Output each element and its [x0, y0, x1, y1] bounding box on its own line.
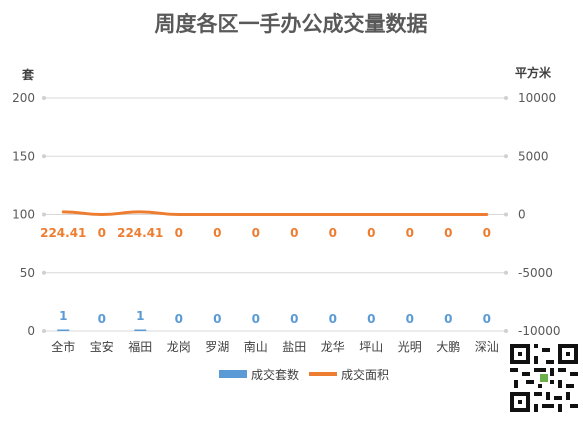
bar-data-label: 0	[483, 312, 491, 326]
chart-title: 周度各区一手办公成交量数据	[155, 12, 428, 36]
category-label: 宝安	[90, 339, 114, 354]
category-label: 南山	[244, 339, 268, 354]
category-label: 深汕	[475, 340, 499, 354]
bar-data-label: 0	[444, 312, 452, 326]
line-data-label: 0	[98, 226, 106, 240]
line-data-label: 0	[367, 226, 375, 240]
category-label: 福田	[128, 339, 152, 354]
line-data-label: 0	[213, 226, 221, 240]
legend-label-area: 成交面积	[341, 367, 389, 382]
category-label: 盐田	[282, 340, 306, 354]
category-label: 光明	[398, 340, 422, 354]
legend-swatch-area	[309, 372, 337, 376]
category-labels: 全市 宝安 福田 龙岗 罗湖 南山 盐田 龙华 坪山 光明 大鹏 深汕	[51, 339, 499, 354]
line-data-labels: 224.41 0 224.41 0 0 0 0 0 0 0 0 0	[40, 226, 491, 240]
gridline-end-dot	[504, 212, 508, 217]
bar-data-label: 0	[367, 312, 375, 326]
legend-swatch-count	[219, 370, 247, 378]
category-label: 全市	[51, 339, 75, 354]
left-tick-label: 150	[12, 149, 35, 163]
line-data-label: 224.41	[117, 226, 163, 240]
gridline-end-dot	[42, 212, 46, 217]
line-data-label: 0	[483, 226, 491, 240]
left-axis-unit: 套	[21, 67, 35, 82]
legend-label-count: 成交套数	[251, 367, 299, 382]
bar-data-label: 0	[213, 312, 221, 326]
left-axis-ticks: 0 50 100 150 200	[12, 91, 35, 338]
category-label: 大鹏	[436, 340, 460, 354]
area-line	[61, 210, 489, 217]
bar-data-label: 0	[290, 312, 298, 326]
gridline-end-dot	[42, 96, 46, 100]
gridline-end-dot	[504, 329, 508, 333]
line-data-label: 0	[329, 226, 337, 240]
line-data-label: 224.41	[40, 226, 86, 240]
gridline-end-dot	[504, 96, 508, 100]
category-label: 罗湖	[205, 339, 229, 354]
right-axis-ticks: -10000 -5000 0 5000 10000	[518, 91, 561, 338]
legend: 成交套数 成交面积	[219, 367, 389, 382]
line-data-label: 0	[406, 226, 414, 240]
left-tick-label: 200	[12, 91, 35, 105]
bar-data-label: 0	[175, 312, 183, 326]
category-label: 龙华	[321, 340, 345, 354]
bar-data-label: 1	[136, 309, 144, 323]
bar	[57, 329, 70, 331]
line-series	[61, 210, 489, 217]
gridline-end-dot	[42, 154, 46, 159]
bar-data-label: 0	[252, 312, 260, 326]
left-tick-label: 0	[27, 324, 35, 338]
right-tick-label: -5000	[518, 266, 553, 280]
qr-code-image	[510, 343, 578, 413]
line-data-label: 0	[444, 226, 452, 240]
category-label: 坪山	[359, 340, 383, 354]
category-label: 龙岗	[167, 340, 191, 354]
bar-data-label: 0	[98, 312, 106, 326]
right-tick-label: 0	[518, 208, 526, 222]
gridline-end-dot	[504, 154, 508, 159]
right-axis-unit: 平方米	[515, 65, 552, 80]
gridline-end-dot	[42, 329, 46, 333]
bar-data-label: 0	[406, 312, 414, 326]
line-data-label: 0	[290, 226, 298, 240]
line-data-label: 0	[175, 226, 183, 240]
left-tick-label: 100	[12, 208, 35, 222]
right-tick-label: -10000	[518, 324, 561, 338]
right-tick-label: 5000	[518, 149, 549, 163]
bar-data-label: 0	[329, 312, 337, 326]
bar	[134, 329, 147, 331]
left-tick-label: 50	[20, 266, 35, 280]
bar-data-label: 1	[59, 309, 67, 323]
gridline-end-dot	[42, 270, 46, 275]
right-tick-label: 10000	[518, 91, 556, 105]
line-data-label: 0	[252, 226, 260, 240]
bar-data-labels: 1 0 1 0 0 0 0 0 0 0 0 0	[59, 309, 491, 326]
gridline-end-dot	[504, 270, 508, 275]
bar-series	[57, 329, 147, 331]
